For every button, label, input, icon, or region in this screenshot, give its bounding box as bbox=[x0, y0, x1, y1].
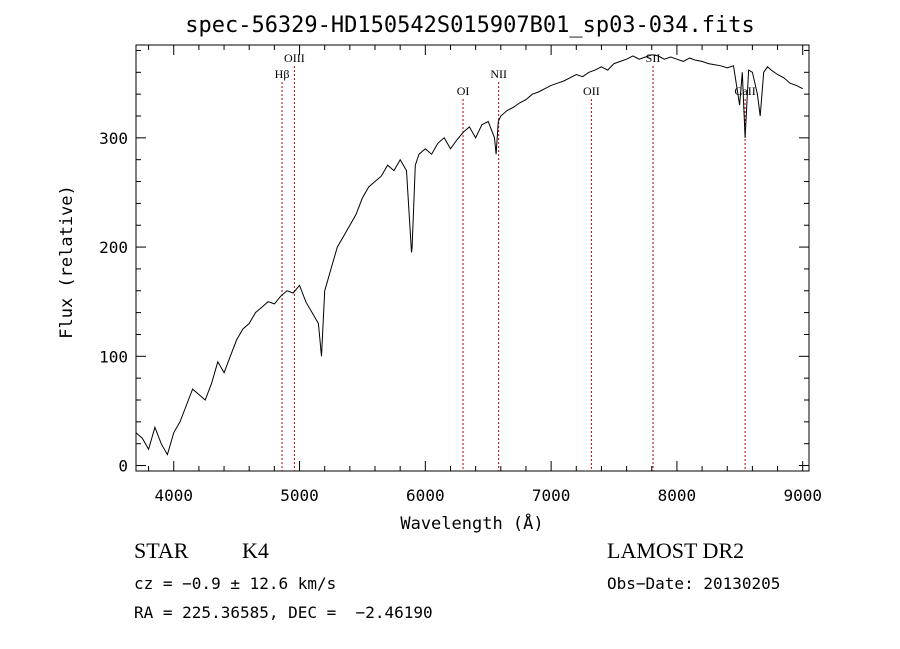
axis-ticks: 4000 5000 6000 7000 8000 9000 0 100 200 300 bbox=[99, 45, 822, 505]
line-marker-label: OII bbox=[583, 84, 600, 98]
y-tick-label: 200 bbox=[99, 238, 128, 257]
x-tick-label: 6000 bbox=[406, 486, 445, 505]
plot-area: 4000 5000 6000 7000 8000 9000 0 100 200 300 Hβ OII… bbox=[99, 44, 822, 505]
y-tick-label: 300 bbox=[99, 129, 128, 148]
x-axis-label: Wavelength (Å) bbox=[400, 512, 543, 534]
x-tick-label: 8000 bbox=[658, 486, 697, 505]
x-tick-label: 5000 bbox=[280, 486, 319, 505]
survey-name: LAMOST DR2 bbox=[607, 538, 745, 563]
plot-frame bbox=[135, 44, 810, 472]
y-tick-label: 0 bbox=[118, 457, 128, 476]
y-axis-label: Flux (relative) bbox=[57, 185, 77, 339]
redshift-cz: cz = −0.9 ± 12.6 km/s bbox=[134, 574, 337, 593]
chart-title: spec-56329-HD150542S015907B01_sp03-034.f… bbox=[185, 13, 755, 38]
line-marker-label: Hβ bbox=[275, 67, 290, 81]
y-tick-label: 100 bbox=[99, 347, 128, 366]
x-tick-label: 4000 bbox=[154, 486, 193, 505]
emission-line-markers: Hβ OIII OI NII OII SII CaII bbox=[275, 51, 756, 471]
line-marker-label: OIII bbox=[284, 51, 305, 65]
observation-date: Obs−Date: 20130205 bbox=[607, 574, 781, 593]
line-marker-label: NII bbox=[490, 67, 507, 81]
line-marker-label: CaII bbox=[734, 84, 755, 98]
ra-dec-coordinates: RA = 225.36585, DEC = −2.46190 bbox=[134, 603, 433, 622]
x-tick-label: 9000 bbox=[783, 486, 822, 505]
line-marker-label: SII bbox=[646, 51, 661, 65]
line-marker-label: OI bbox=[457, 84, 470, 98]
x-tick-label: 7000 bbox=[532, 486, 571, 505]
object-class: STAR bbox=[134, 538, 189, 563]
object-subclass: K4 bbox=[242, 538, 269, 563]
spectrum-line bbox=[135, 54, 803, 456]
